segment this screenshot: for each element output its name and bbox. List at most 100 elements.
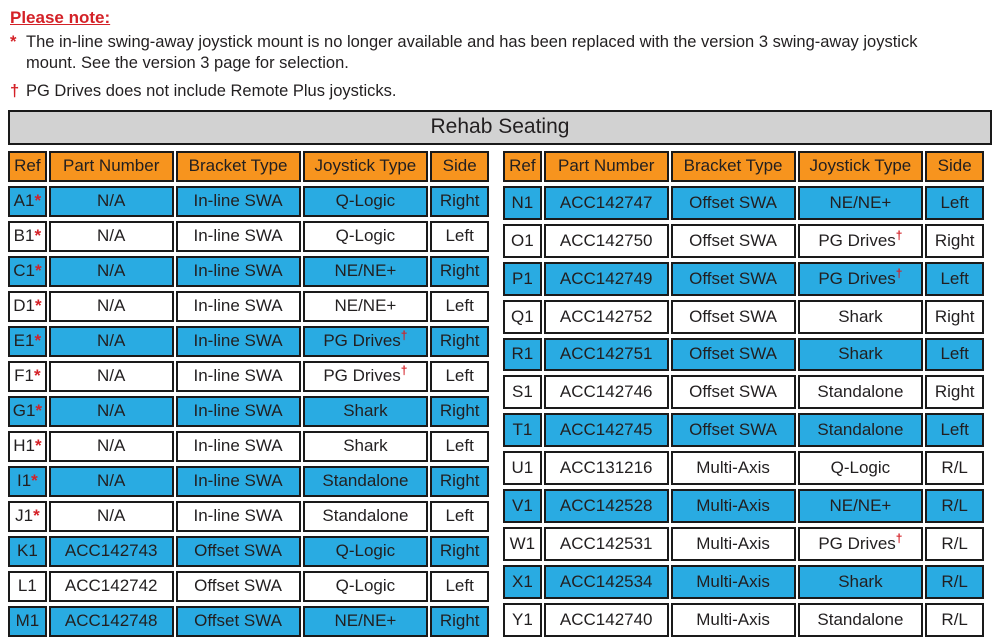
- cell-side: Right: [430, 255, 489, 287]
- cell-side: Left: [925, 185, 984, 220]
- asterisk-icon: *: [33, 506, 40, 526]
- cell-ref: U1: [503, 451, 542, 486]
- column-header-part-number: Part Number: [48, 150, 174, 182]
- cell-side: R/L: [925, 564, 984, 599]
- cell-part-number: ACC142528: [543, 489, 669, 524]
- cell-bracket-type: In-line SWA: [175, 220, 301, 252]
- table-row: T1 ACC142745 Offset SWA Standalone Left: [503, 413, 984, 448]
- cell-bracket-type: Multi-Axis: [670, 527, 796, 561]
- cell-part-number: N/A: [48, 220, 174, 252]
- cell-bracket-type: Offset SWA: [670, 337, 796, 372]
- dagger-icon: †: [895, 265, 903, 280]
- cell-bracket-type: In-line SWA: [175, 395, 301, 427]
- cell-bracket-type: Multi-Axis: [670, 489, 796, 524]
- notes-title: Please note:: [10, 8, 111, 27]
- cell-joystick-type: Q-Logic: [302, 185, 429, 217]
- cell-side: Right: [925, 223, 984, 258]
- cell-joystick-type: NE/NE+: [302, 255, 429, 287]
- cell-ref: Q1: [503, 299, 542, 334]
- table-row: Y1 ACC142740 Multi-Axis Standalone R/L: [503, 602, 984, 637]
- cell-bracket-type: Multi-Axis: [670, 602, 796, 637]
- header-row: Ref Part Number Bracket Type Joystick Type S…: [8, 150, 489, 182]
- note-item-inline-swa: * The in-line swing-away joystick mount …: [10, 32, 992, 73]
- table-header-left: Ref Part Number Bracket Type Joystick Type S…: [8, 150, 489, 182]
- header-row: Ref Part Number Bracket Type Joystick Type S…: [503, 150, 984, 182]
- cell-bracket-type: Multi-Axis: [670, 564, 796, 599]
- cell-bracket-type: In-line SWA: [175, 185, 301, 217]
- cell-side: Left: [925, 413, 984, 448]
- cell-side: Right: [430, 325, 489, 357]
- table-row: W1 ACC142531 Multi-Axis PG Drives† R/L: [503, 527, 984, 561]
- cell-bracket-type: Offset SWA: [670, 261, 796, 296]
- table-row: A1* N/A In-line SWA Q-Logic Right: [8, 185, 489, 217]
- table-row: P1 ACC142749 Offset SWA PG Drives† Left: [503, 261, 984, 296]
- cell-joystick-type: NE/NE+: [797, 489, 924, 524]
- cell-joystick-type: Q-Logic: [302, 570, 429, 602]
- cell-joystick-type: Standalone: [797, 375, 924, 410]
- dagger-icon: †: [895, 531, 903, 546]
- cell-bracket-type: Offset SWA: [670, 299, 796, 334]
- cell-ref: C1*: [8, 255, 47, 287]
- dagger-icon: †: [400, 328, 408, 343]
- cell-joystick-type: Standalone: [302, 500, 429, 532]
- cell-ref: E1*: [8, 325, 47, 357]
- cell-bracket-type: Offset SWA: [175, 535, 301, 567]
- cell-part-number: N/A: [48, 290, 174, 322]
- cell-side: Right: [430, 465, 489, 497]
- asterisk-icon: *: [34, 366, 41, 386]
- cell-ref: X1: [503, 564, 542, 599]
- column-header-side: Side: [925, 150, 984, 182]
- cell-part-number: ACC142751: [543, 337, 669, 372]
- cell-side: Right: [430, 185, 489, 217]
- table-row: S1 ACC142746 Offset SWA Standalone Right: [503, 375, 984, 410]
- cell-part-number: N/A: [48, 500, 174, 532]
- cell-side: Left: [430, 290, 489, 322]
- cell-ref: I1*: [8, 465, 47, 497]
- cell-joystick-type: Shark: [797, 337, 924, 372]
- table-row: C1* N/A In-line SWA NE/NE+ Right: [8, 255, 489, 287]
- table-row: J1* N/A In-line SWA Standalone Left: [8, 500, 489, 532]
- table-header-right: Ref Part Number Bracket Type Joystick Type S…: [503, 150, 984, 182]
- cell-joystick-type: Standalone: [797, 413, 924, 448]
- cell-bracket-type: Offset SWA: [175, 605, 301, 637]
- column-header-side: Side: [430, 150, 489, 182]
- cell-ref: J1*: [8, 500, 47, 532]
- cell-side: R/L: [925, 451, 984, 486]
- asterisk-icon: *: [34, 331, 42, 351]
- cell-ref: B1*: [8, 220, 47, 252]
- cell-part-number: N/A: [48, 430, 174, 462]
- table-row: R1 ACC142751 Offset SWA Shark Left: [503, 337, 984, 372]
- cell-bracket-type: In-line SWA: [175, 465, 301, 497]
- cell-joystick-type: PG Drives†: [302, 360, 429, 392]
- cell-part-number: ACC142752: [543, 299, 669, 334]
- cell-ref: H1*: [8, 430, 47, 462]
- cell-joystick-type: Standalone: [302, 465, 429, 497]
- cell-ref: T1: [503, 413, 542, 448]
- cell-ref: A1*: [8, 185, 47, 217]
- cell-side: Right: [430, 395, 489, 427]
- dagger-marker-icon: †: [10, 82, 20, 101]
- cell-bracket-type: Offset SWA: [670, 375, 796, 410]
- cell-part-number: ACC142746: [543, 375, 669, 410]
- table-row: X1 ACC142534 Multi-Axis Shark R/L: [503, 564, 984, 599]
- table-row: Q1 ACC142752 Offset SWA Shark Right: [503, 299, 984, 334]
- cell-bracket-type: Multi-Axis: [670, 451, 796, 486]
- cell-joystick-type: Q-Logic: [797, 451, 924, 486]
- asterisk-icon: *: [34, 226, 42, 246]
- cell-joystick-type: PG Drives†: [302, 325, 429, 357]
- column-header-bracket-type: Bracket Type: [670, 150, 796, 182]
- column-header-ref: Ref: [503, 150, 542, 182]
- cell-ref: W1: [503, 527, 542, 561]
- cell-ref: Y1: [503, 602, 542, 637]
- cell-ref: P1: [503, 261, 542, 296]
- cell-ref: O1: [503, 223, 542, 258]
- cell-part-number: ACC142747: [543, 185, 669, 220]
- table-row: K1 ACC142743 Offset SWA Q-Logic Right: [8, 535, 489, 567]
- table-body-right: N1 ACC142747 Offset SWA NE/NE+ Left O1 ACC1427…: [503, 185, 984, 637]
- tables-container: Ref Part Number Bracket Type Joystick Type S…: [8, 147, 992, 641]
- table-body-left: A1* N/A In-line SWA Q-Logic Right B1* N/A In-li…: [8, 185, 489, 637]
- cell-ref: N1: [503, 185, 542, 220]
- cell-bracket-type: In-line SWA: [175, 360, 301, 392]
- cell-ref: L1: [8, 570, 47, 602]
